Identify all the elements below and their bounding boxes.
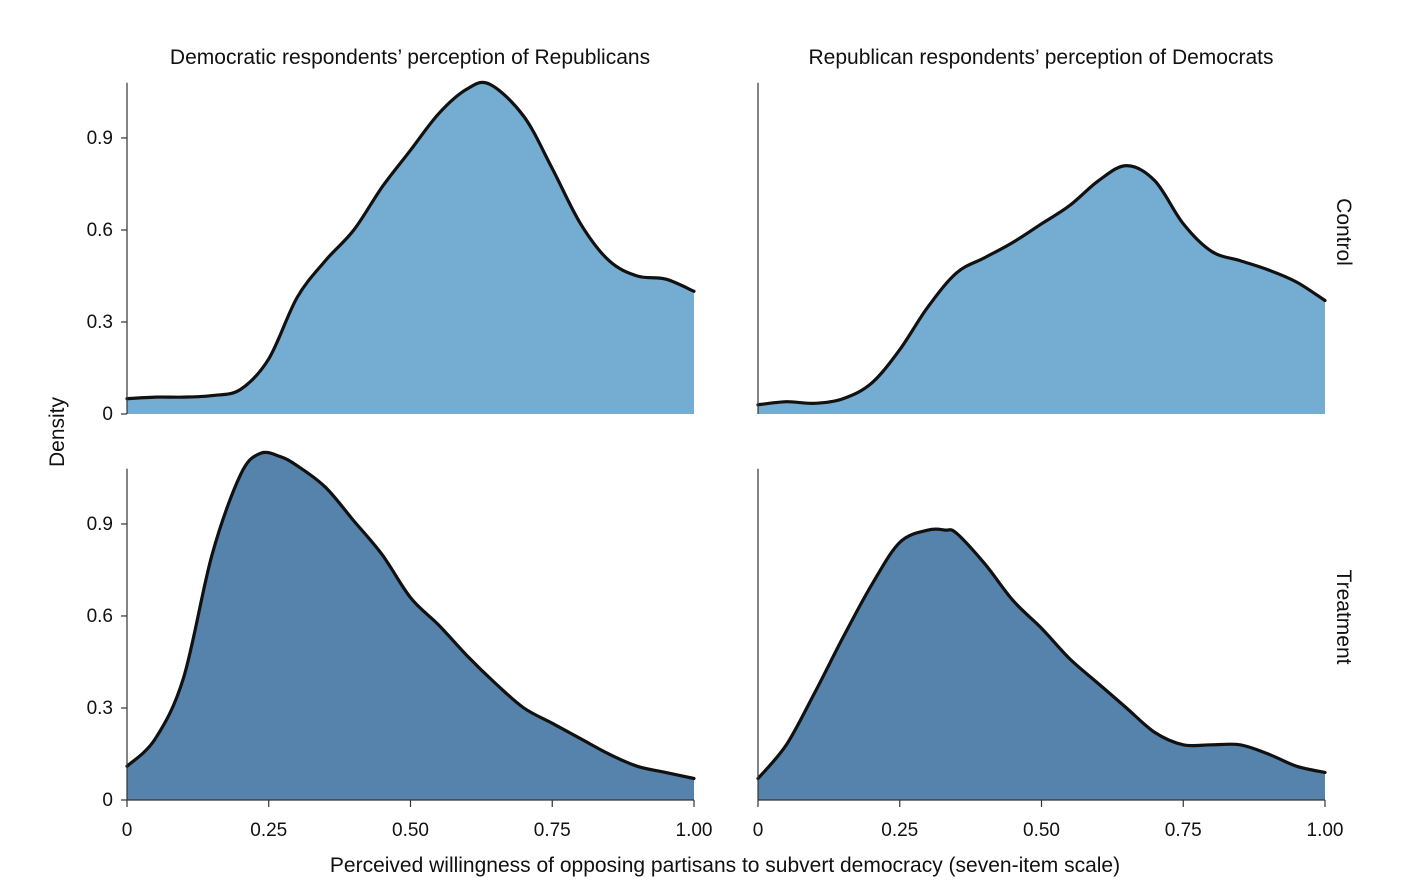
y-tick-label: 0.9 bbox=[87, 514, 113, 535]
x-tick-label: 1.00 bbox=[676, 820, 713, 841]
density-curve-rep-control bbox=[756, 164, 1327, 407]
panel-rep-control bbox=[756, 82, 1327, 414]
y-axis-title: Density bbox=[46, 396, 69, 467]
density-curve-rep-treatment bbox=[756, 527, 1327, 781]
density-curve-dem-control bbox=[125, 80, 696, 401]
x-tick-label: 0 bbox=[753, 820, 764, 841]
y-tick-label: 0.6 bbox=[87, 606, 113, 627]
density-curve-dem-treatment bbox=[125, 450, 696, 781]
panel-dem-treatment: 0 0.3 0.6 0.9 0 0.25 0.50 0.75 1.00 bbox=[87, 450, 713, 841]
density-area-rep-treatment bbox=[758, 529, 1325, 800]
y-tick-label: 0.6 bbox=[87, 220, 113, 241]
y-tick-label: 0.9 bbox=[87, 128, 113, 149]
x-axis-title: Perceived willingness of opposing partis… bbox=[330, 854, 1120, 877]
panels-layer: 0 0.3 0.6 0.9 0 0.3 0.6 0.9 0 0.25 0.50 0.75 1.00 0 0.… bbox=[87, 80, 1344, 841]
facet-label-control: Control bbox=[1332, 198, 1355, 266]
x-tick-label: 0 bbox=[122, 820, 133, 841]
facet-label-treatment: Treatment bbox=[1332, 570, 1355, 665]
y-tick-label: 0.3 bbox=[87, 698, 113, 719]
panel-rep-treatment: 0 0.25 0.50 0.75 1.00 bbox=[753, 468, 1344, 841]
x-tick-label: 0.25 bbox=[250, 820, 287, 841]
y-tick-label: 0 bbox=[102, 404, 113, 425]
density-area-dem-control bbox=[127, 82, 694, 414]
column-title-democrats: Democratic respondents’ perception of Re… bbox=[170, 46, 650, 69]
density-area-dem-treatment bbox=[127, 452, 694, 800]
panel-dem-control: 0 0.3 0.6 0.9 bbox=[87, 80, 696, 425]
x-tick-label: 0.75 bbox=[1165, 820, 1202, 841]
x-tick-label: 0.50 bbox=[1023, 820, 1060, 841]
x-tick-label: 0.50 bbox=[392, 820, 429, 841]
y-tick-label: 0 bbox=[102, 790, 113, 811]
x-tick-label: 0.25 bbox=[881, 820, 918, 841]
y-tick-label: 0.3 bbox=[87, 312, 113, 333]
x-tick-label: 0.75 bbox=[534, 820, 571, 841]
x-tick-label: 1.00 bbox=[1307, 820, 1344, 841]
column-title-republicans: Republican respondents’ perception of De… bbox=[809, 46, 1274, 69]
density-area-rep-control bbox=[758, 165, 1325, 414]
